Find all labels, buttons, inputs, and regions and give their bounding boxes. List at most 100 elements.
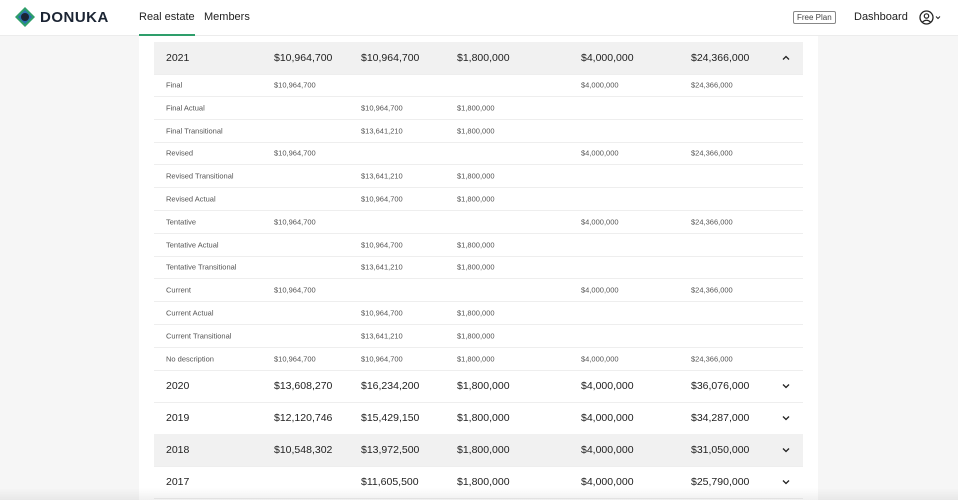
year-label: 2020 [166,380,190,392]
detail-cell: $10,964,700 [361,194,403,204]
detail-cell: $13,641,210 [361,331,403,341]
detail-label: Current Transitional [166,331,232,341]
year-label: 2019 [166,412,190,424]
expand-icon[interactable] [781,381,791,391]
year-row[interactable]: 2017 $11,605,500 $1,800,000 $4,000,000 $25,7… [154,466,803,499]
year-row[interactable]: 2019 $12,120,746 $15,429,150 $1,800,000 $4,0… [154,402,803,435]
detail-cell: $24,366,000 [691,80,733,90]
detail-label: Final Actual [166,103,205,113]
detail-label: Tentative Transitional [166,262,237,272]
detail-cell: $4,000,000 [581,217,619,227]
total-cell: $1,800,000 [457,444,510,456]
year-label: 2018 [166,444,190,456]
total-cell: $4,000,000 [581,444,634,456]
detail-label: Revised [166,148,194,158]
detail-cell: $10,964,700 [361,354,403,364]
detail-cell: $10,964,700 [274,148,316,158]
detail-cell: $4,000,000 [581,148,619,158]
detail-label: Final Transitional [166,126,223,136]
detail-row: No description $10,964,700 $10,964,700 $1,8… [154,348,803,371]
dashboard-link[interactable]: Dashboard [854,11,908,23]
detail-label: Tentative [166,217,197,227]
detail-row: Final $10,964,700 $4,000,000 $24,366,000 [154,74,803,97]
detail-row: Tentative $10,964,700 $4,000,000 $24,366,00… [154,211,803,234]
detail-label: Revised Transitional [166,171,234,181]
total-cell: $36,076,000 [691,380,750,392]
detail-cell: $13,641,210 [361,262,403,272]
total-cell: $15,429,150 [361,412,420,424]
user-menu[interactable] [919,10,943,25]
total-cell: $1,800,000 [457,412,510,424]
detail-cell: $4,000,000 [581,354,619,364]
total-cell: $4,000,000 [581,52,634,64]
detail-cell: $10,964,700 [361,308,403,318]
detail-cell: $4,000,000 [581,285,619,295]
total-cell: $25,790,000 [691,476,750,488]
detail-cell: $10,964,700 [274,354,316,364]
detail-row: Revised $10,964,700 $4,000,000 $24,366,000 [154,142,803,166]
plan-badge[interactable]: Free Plan [793,11,836,24]
detail-cell: $10,964,700 [361,240,403,250]
year-label: 2017 [166,476,190,488]
detail-row: Current Actual $10,964,700 $1,800,000 [154,302,803,325]
detail-label: Tentative Actual [166,240,219,250]
top-nav: DONUKA Real estate Members Free Plan Das… [0,0,958,36]
logo-icon [15,7,35,27]
detail-cell: $1,800,000 [457,262,495,272]
detail-cell: $24,366,000 [691,354,733,364]
logo[interactable]: DONUKA [40,9,109,26]
detail-row: Final Transitional $13,641,210 $1,800,000 [154,120,803,143]
detail-cell: $13,641,210 [361,126,403,136]
detail-cell: $13,641,210 [361,171,403,181]
detail-cell: $1,800,000 [457,171,495,181]
total-cell: $4,000,000 [581,412,634,424]
detail-cell: $24,366,000 [691,148,733,158]
detail-cell: $10,964,700 [274,217,316,227]
nav-link[interactable]: Members [204,11,250,23]
nav-link[interactable]: Real estate [139,11,195,36]
total-cell: $13,608,270 [274,380,333,392]
total-cell: $24,366,000 [691,52,750,64]
year-row[interactable]: 2020 $13,608,270 $16,234,200 $1,800,000 $4,0… [154,370,803,403]
expand-icon[interactable] [781,53,791,63]
detail-cell: $1,800,000 [457,308,495,318]
total-cell: $10,548,302 [274,444,333,456]
total-cell: $4,000,000 [581,380,634,392]
detail-row: Current $10,964,700 $4,000,000 $24,366,000 [154,279,803,303]
detail-cell: $1,800,000 [457,331,495,341]
total-cell: $13,972,500 [361,444,420,456]
total-cell: $4,000,000 [581,476,634,488]
detail-row: Revised Actual $10,964,700 $1,800,000 [154,188,803,211]
detail-row: Tentative Transitional $13,641,210 $1,800,… [154,256,803,280]
detail-row: Final Actual $10,964,700 $1,800,000 [154,97,803,120]
detail-cell: $10,964,700 [274,285,316,295]
total-cell: $1,800,000 [457,476,510,488]
detail-label: No description [166,354,214,364]
bottom-shadow [0,488,958,500]
total-cell: $11,605,500 [361,476,419,488]
content-card [139,36,818,500]
total-cell: $12,120,746 [274,412,333,424]
expand-icon[interactable] [781,477,791,487]
detail-cell: $1,800,000 [457,194,495,204]
total-cell: $31,050,000 [691,444,750,456]
expand-icon[interactable] [781,413,791,423]
year-row[interactable]: 2021 $10,964,700 $10,964,700 $1,800,000 $4,0… [154,42,803,75]
detail-row: Tentative Actual $10,964,700 $1,800,000 [154,234,803,257]
total-cell: $16,234,200 [361,380,420,392]
detail-label: Current Actual [166,308,214,318]
detail-cell: $1,800,000 [457,126,495,136]
year-row[interactable]: 2018 $10,548,302 $13,972,500 $1,800,000 $4,0… [154,434,803,467]
total-cell: $1,800,000 [457,52,510,64]
detail-cell: $24,366,000 [691,217,733,227]
detail-label: Current [166,285,192,295]
detail-cell: $10,964,700 [361,103,403,113]
detail-label: Final [166,80,183,90]
detail-cell: $1,800,000 [457,240,495,250]
detail-cell: $10,964,700 [274,80,316,90]
detail-cell: $24,366,000 [691,285,733,295]
detail-cell: $1,800,000 [457,354,495,364]
detail-cell: $1,800,000 [457,103,495,113]
expand-icon[interactable] [781,445,791,455]
detail-row: Current Transitional $13,641,210 $1,800,00… [154,325,803,348]
